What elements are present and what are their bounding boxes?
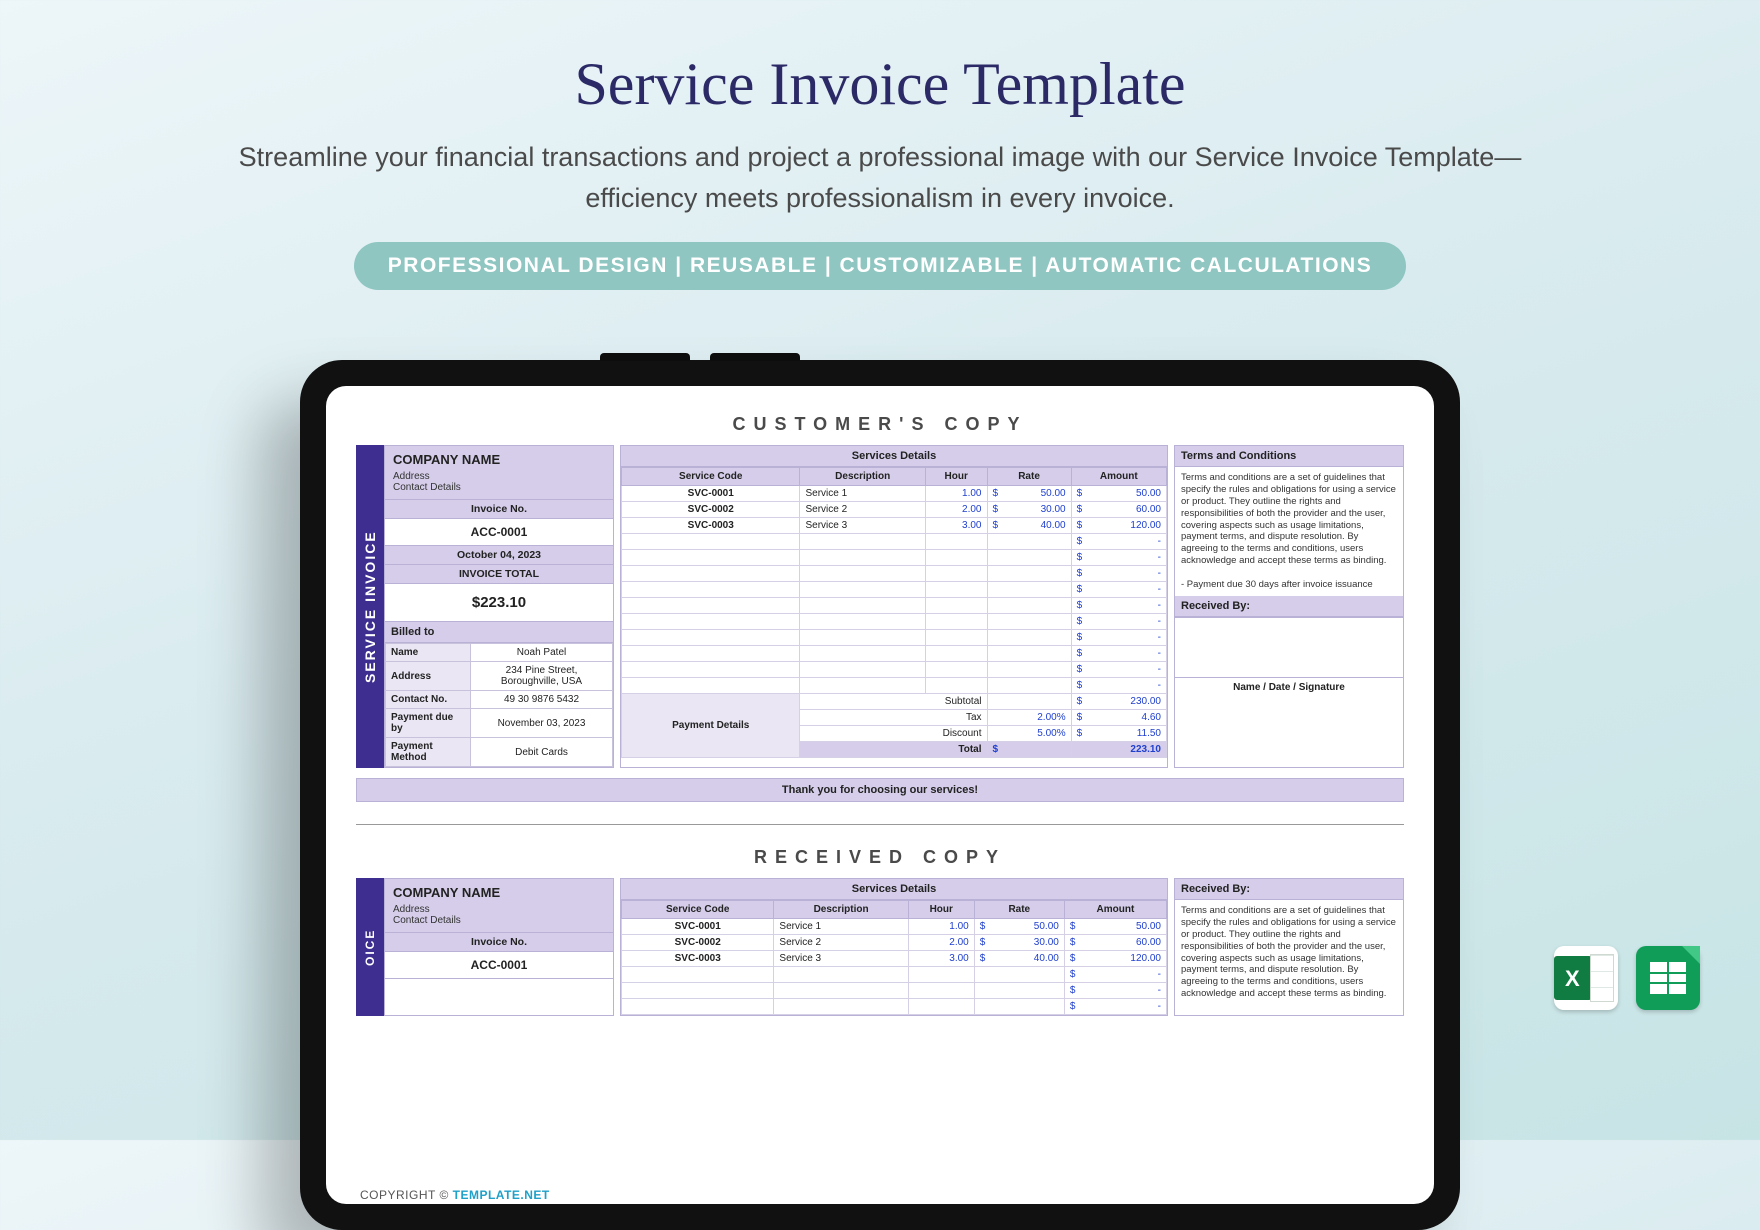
copyright: COPYRIGHT © TEMPLATE.NET bbox=[360, 1188, 550, 1202]
company-contact: Contact Details bbox=[393, 482, 605, 493]
table-row: $ - bbox=[622, 662, 1167, 678]
billed-value: 234 Pine Street, Boroughville, USA bbox=[471, 662, 613, 691]
svc-col-header: Amount bbox=[1064, 901, 1166, 919]
svc-col-header: Hour bbox=[925, 468, 987, 486]
svc-col-header: Hour bbox=[908, 901, 974, 919]
table-row: $ - bbox=[622, 566, 1167, 582]
invoice-no: ACC-0001 bbox=[385, 519, 613, 546]
billed-to-table: NameNoah PatelAddress234 Pine Street, Bo… bbox=[385, 643, 613, 767]
services-column: Services Details Service CodeDescription… bbox=[620, 445, 1168, 768]
table-row: $ - bbox=[622, 614, 1167, 630]
table-row: SVC-0002 Service 2 2.00 $30.00 $60.00 bbox=[622, 935, 1167, 951]
invoice-date: October 04, 2023 bbox=[385, 546, 613, 565]
billed-to-header: Billed to bbox=[385, 622, 613, 643]
google-sheets-icon bbox=[1636, 946, 1700, 1010]
table-row: $ - bbox=[622, 983, 1167, 999]
thank-you-bar: Thank you for choosing our services! bbox=[356, 778, 1404, 802]
company-name: COMPANY NAME bbox=[393, 452, 605, 467]
feature-pill: PROFESSIONAL DESIGN | REUSABLE | CUSTOMI… bbox=[354, 242, 1406, 290]
table-row: $ - bbox=[622, 967, 1167, 983]
tablet-frame: CUSTOMER'S COPY SERVICE INVOICE COMPANY … bbox=[300, 360, 1460, 1230]
left-column-2: COMPANY NAME Address Contact Details Inv… bbox=[384, 878, 614, 1016]
svc-col-header: Amount bbox=[1071, 468, 1166, 486]
terms-body: Terms and conditions are a set of guidel… bbox=[1175, 467, 1403, 596]
table-row: SVC-0003 Service 3 3.00 $40.00 $120.00 bbox=[622, 951, 1167, 967]
billed-label: Payment Method bbox=[386, 738, 471, 767]
svc-col-header: Rate bbox=[987, 468, 1071, 486]
excel-icon bbox=[1554, 946, 1618, 1010]
page-subtitle: Streamline your financial transactions a… bbox=[210, 137, 1550, 218]
billed-label: Contact No. bbox=[386, 691, 471, 709]
table-row: $ - bbox=[622, 630, 1167, 646]
svc-col-header: Description bbox=[800, 468, 925, 486]
left-column: COMPANY NAME Address Contact Details Inv… bbox=[384, 445, 614, 768]
table-row: $ - bbox=[622, 534, 1167, 550]
section-divider bbox=[356, 824, 1404, 825]
services-column-2: Services Details Service CodeDescription… bbox=[620, 878, 1168, 1016]
received-copy-block: OICE COMPANY NAME Address Contact Detail… bbox=[356, 878, 1404, 1016]
billed-label: Name bbox=[386, 644, 471, 662]
tablet-screen: CUSTOMER'S COPY SERVICE INVOICE COMPANY … bbox=[326, 386, 1434, 1204]
table-row: $ - bbox=[622, 646, 1167, 662]
signature-line: Name / Date / Signature bbox=[1175, 677, 1403, 697]
received-by-header: Received By: bbox=[1175, 596, 1403, 617]
invoice-total: $223.10 bbox=[385, 584, 613, 622]
table-row: SVC-0001 Service 1 1.00 $50.00 $50.00 bbox=[622, 486, 1167, 502]
services-table: Service CodeDescriptionHourRateAmount SV… bbox=[621, 467, 1167, 758]
customer-copy-block: SERVICE INVOICE COMPANY NAME Address Con… bbox=[356, 445, 1404, 768]
app-icons bbox=[1554, 946, 1700, 1010]
service-invoice-sidebar: SERVICE INVOICE bbox=[356, 445, 384, 768]
table-row: $ - bbox=[622, 582, 1167, 598]
billed-label: Address bbox=[386, 662, 471, 691]
billed-value: November 03, 2023 bbox=[471, 709, 613, 738]
billed-value: 49 30 9876 5432 bbox=[471, 691, 613, 709]
received-by-box bbox=[1175, 617, 1403, 677]
company-name-2: COMPANY NAME bbox=[393, 885, 605, 900]
table-row: $ - bbox=[622, 598, 1167, 614]
customer-copy-heading: CUSTOMER'S COPY bbox=[356, 414, 1404, 435]
table-row: SVC-0001 Service 1 1.00 $50.00 $50.00 bbox=[622, 919, 1167, 935]
table-row: $ - bbox=[622, 678, 1167, 694]
terms-column: Terms and Conditions Terms and condition… bbox=[1174, 445, 1404, 768]
table-row: SVC-0002 Service 2 2.00 $30.00 $60.00 bbox=[622, 502, 1167, 518]
company-address: Address bbox=[393, 471, 605, 482]
company-box: COMPANY NAME Address Contact Details bbox=[385, 446, 613, 499]
svc-col-header: Rate bbox=[974, 901, 1064, 919]
services-header: Services Details bbox=[621, 446, 1167, 467]
terms-header: Terms and Conditions bbox=[1175, 446, 1403, 467]
table-row: $ - bbox=[622, 550, 1167, 566]
invoice-no-label: Invoice No. bbox=[385, 500, 613, 519]
service-invoice-sidebar-2: OICE bbox=[356, 878, 384, 1016]
table-row: $ - bbox=[622, 999, 1167, 1015]
payment-details-label: Payment Details bbox=[622, 694, 800, 758]
svc-col-header: Service Code bbox=[622, 901, 774, 919]
terms-column-2: Received By: Terms and conditions are a … bbox=[1174, 878, 1404, 1016]
svc-col-header: Service Code bbox=[622, 468, 800, 486]
table-row: SVC-0003 Service 3 3.00 $40.00 $120.00 bbox=[622, 518, 1167, 534]
billed-value: Debit Cards bbox=[471, 738, 613, 767]
svc-col-header: Description bbox=[774, 901, 908, 919]
received-copy-heading: RECEIVED COPY bbox=[356, 847, 1404, 868]
page-title: Service Invoice Template bbox=[0, 0, 1760, 119]
billed-label: Payment due by bbox=[386, 709, 471, 738]
billed-value: Noah Patel bbox=[471, 644, 613, 662]
invoice-total-label: INVOICE TOTAL bbox=[385, 565, 613, 584]
